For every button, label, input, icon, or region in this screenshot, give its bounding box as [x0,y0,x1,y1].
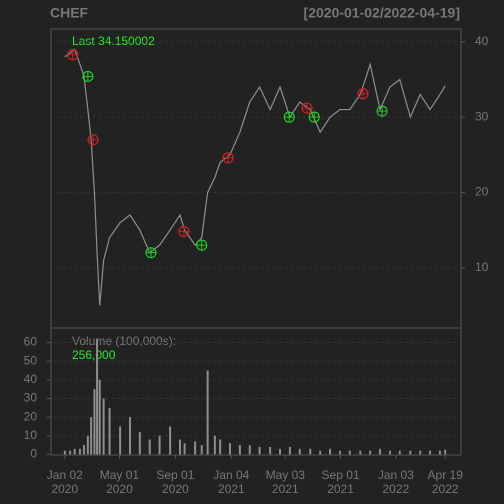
volume-bar [298,448,301,455]
signal-marker [178,225,190,238]
signal-marker [196,239,208,251]
x-tick-label: 2021 [327,482,354,496]
x-tick-label: Jan 04 [213,468,249,482]
volume-bar [248,445,251,455]
x-tick-label: 2022 [382,482,409,496]
y-tick-label: 20 [24,409,38,423]
chart-title: CHEF [50,5,89,21]
volume-bar [338,450,341,455]
y-tick-label: 0 [30,447,37,461]
volume-bar [194,441,197,455]
volume-bar [229,443,231,455]
volume-label: Volume (100,000s): [72,334,176,348]
y-tick-label: 10 [475,260,489,274]
price-line [64,48,446,306]
volume-bar [169,426,172,455]
volume-bar [158,435,161,455]
volume-bar [444,449,447,455]
signal-marker [222,152,234,164]
volume-bar [359,450,362,455]
volume-bar [63,450,66,455]
volume-bar [238,445,241,455]
signal-marker [145,247,157,259]
signal-marker [87,134,99,146]
volume-bar [379,448,382,455]
volume-bar [288,446,291,455]
last-volume: 256,000 [72,348,116,362]
x-tick-label: Apr 19 [428,468,464,482]
signal-marker [376,105,388,117]
volume-bar [419,450,422,455]
x-tick-label: May 01 [100,468,140,482]
volume-bar [269,446,272,455]
volume-bar [148,439,151,455]
y-tick-label: 30 [475,109,489,123]
volume-bar [108,407,111,455]
x-tick-label: Sep 01 [322,468,360,482]
x-tick-label: 2020 [162,482,189,496]
y-tick-label: 40 [24,372,38,386]
volume-bar [398,450,401,455]
volume-bar [183,443,186,455]
volume-bar [98,379,101,455]
volume-bar [119,426,122,455]
signal-marker [301,102,313,114]
volume-bar [138,432,141,455]
y-tick-label: 60 [24,335,38,349]
volume-bar [388,450,391,455]
volume-bar [429,450,432,455]
volume-bar [319,450,322,455]
x-tick-label: May 03 [266,468,306,482]
volume-bar [206,370,209,455]
volume-bar [78,448,81,455]
volume-bar [348,450,351,455]
y-tick-label: 10 [24,428,38,442]
volume-bar [96,338,99,455]
signal-marker [82,70,94,83]
x-tick-label: Jan 02 [47,468,83,482]
volume-bar [258,446,261,455]
volume-bar [128,417,131,455]
y-tick-label: 20 [475,185,489,199]
volume-bar [329,448,332,455]
date-range: [2020-01-02/2022-04-19] [304,5,460,21]
volume-bar [179,439,181,455]
signal-marker [308,111,320,123]
y-tick-label: 40 [475,34,489,48]
signal-marker [283,111,295,123]
volume-bar [219,439,222,455]
volume-bar [369,450,372,455]
volume-bar [213,435,216,455]
volume-bar [279,448,282,455]
volume-bar [102,398,105,455]
x-tick-label: 2021 [218,482,245,496]
x-tick-label: 2020 [51,482,78,496]
y-tick-label: 30 [24,391,38,405]
signal-marker [357,88,369,100]
volume-bar [82,445,85,455]
volume-bar [93,389,96,455]
x-tick-label: 2022 [432,482,459,496]
x-tick-label: 2021 [272,482,299,496]
x-tick-label: Sep 01 [156,468,194,482]
signal-marker [67,49,79,61]
volume-bar [73,448,76,455]
volume-panel [50,327,462,456]
last-price: Last 34.150002 [72,34,155,48]
volume-bar [438,450,441,455]
volume-bar [309,448,312,455]
volume-bar [90,417,93,455]
x-tick-label: Jan 03 [378,468,414,482]
volume-bar [200,445,203,455]
volume-bar [86,435,89,455]
volume-bar [69,450,72,455]
x-tick-label: 2020 [106,482,133,496]
y-tick-label: 50 [24,353,38,367]
volume-bar [409,450,412,455]
